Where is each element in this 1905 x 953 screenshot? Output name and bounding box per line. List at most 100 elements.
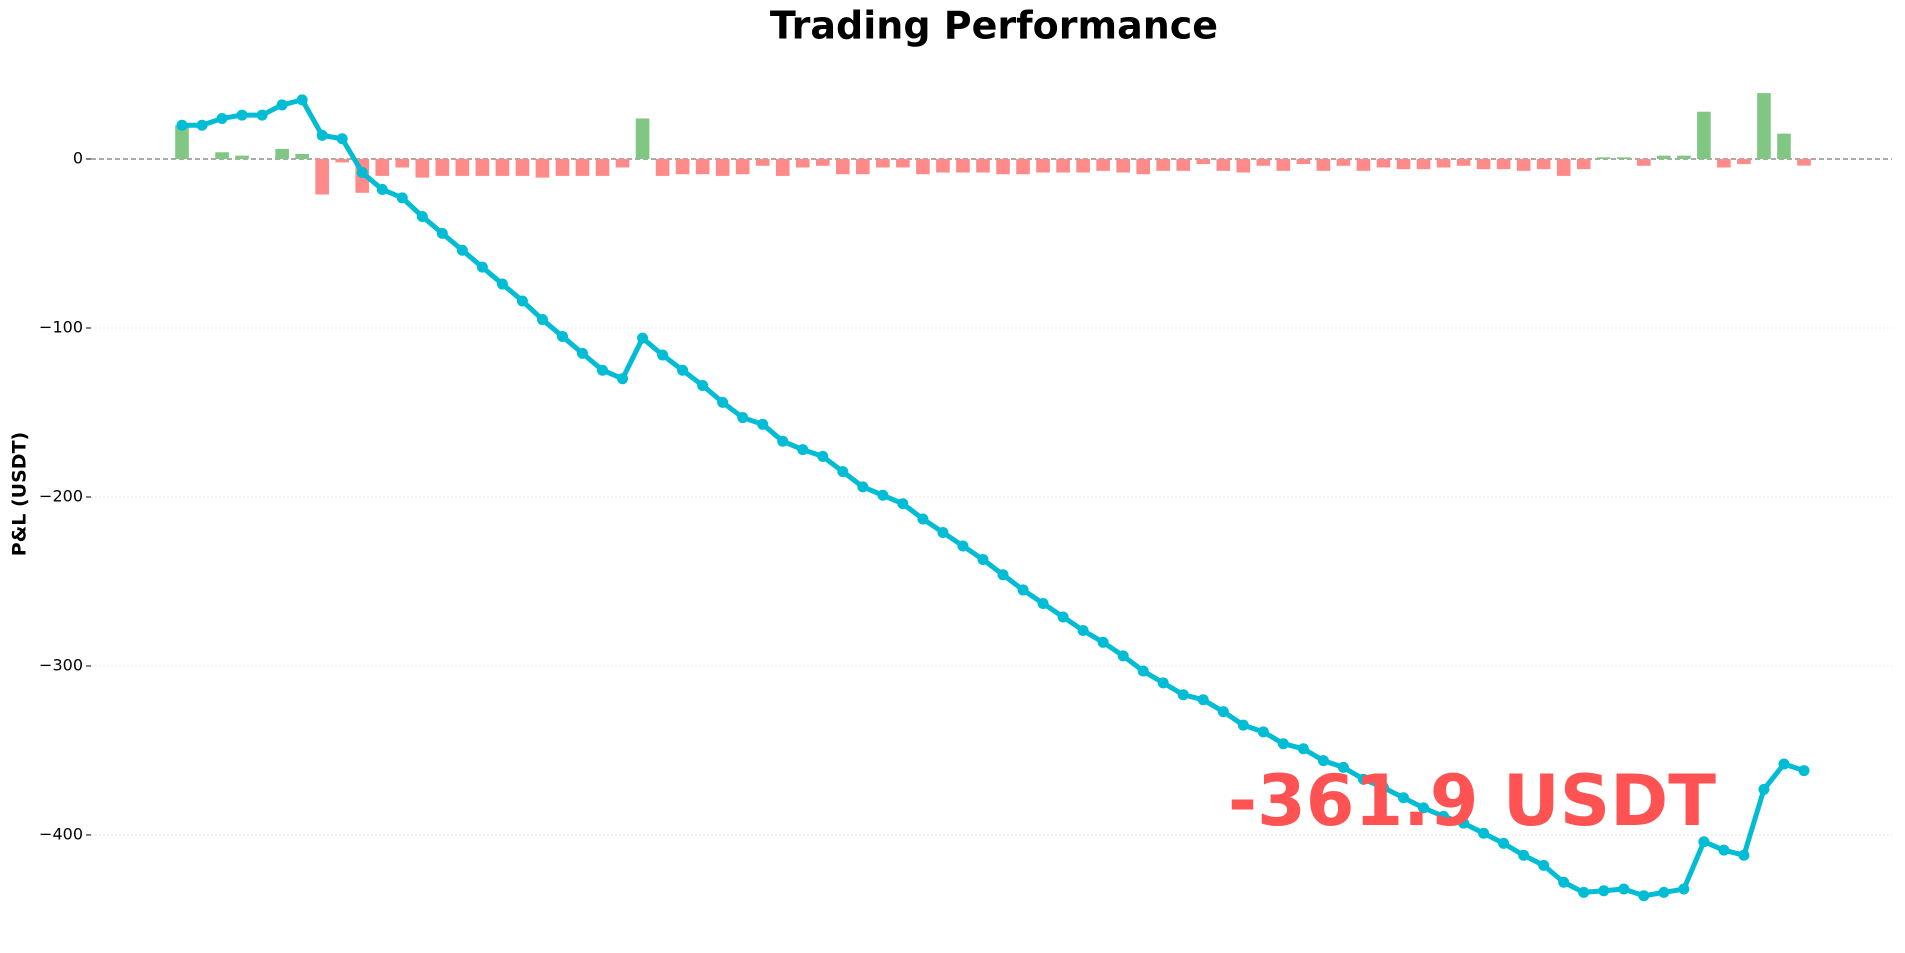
bar (655, 159, 670, 176)
bar (1356, 159, 1371, 171)
line-marker (677, 364, 689, 376)
line-marker (717, 396, 729, 408)
line-marker (737, 412, 749, 424)
line-marker (556, 330, 568, 342)
bar (1216, 159, 1231, 171)
bar (1336, 159, 1351, 166)
bar (575, 159, 590, 176)
bar (455, 159, 470, 176)
bar (1616, 157, 1631, 160)
line-marker (1758, 783, 1770, 795)
line-marker (396, 192, 408, 204)
bar (956, 159, 970, 173)
bar-series (175, 93, 1811, 195)
line-series (176, 94, 1810, 902)
bar (1576, 159, 1591, 170)
line-marker (1678, 883, 1690, 895)
line-marker (176, 119, 188, 131)
bar (976, 159, 990, 173)
y-tick-label: −400 (39, 824, 83, 843)
bar (815, 159, 830, 166)
bar (1636, 159, 1651, 166)
line-marker (1738, 849, 1750, 861)
line-marker (416, 210, 428, 222)
bar (1757, 93, 1771, 160)
line-marker (376, 183, 388, 195)
line-marker (817, 450, 829, 462)
line-marker (997, 569, 1009, 581)
line-marker (476, 261, 488, 273)
bar (1436, 159, 1451, 168)
line-marker (977, 554, 989, 566)
line-marker (236, 109, 248, 121)
bar (1296, 159, 1311, 165)
bar (1737, 159, 1751, 165)
bar (1496, 159, 1511, 170)
line-marker (697, 379, 709, 391)
line-marker (1558, 876, 1570, 888)
line-marker (1337, 761, 1349, 773)
line-marker (1197, 694, 1209, 706)
line-marker (597, 364, 609, 376)
bar (836, 159, 850, 175)
line-marker (1778, 758, 1790, 770)
line-marker (536, 314, 548, 326)
line-marker (1157, 677, 1169, 689)
bar (1476, 159, 1491, 170)
bar (1136, 159, 1150, 175)
line-marker (1277, 738, 1289, 750)
line-marker (857, 481, 869, 493)
y-tick-label: 0 (73, 149, 83, 168)
bar (1176, 159, 1191, 171)
line-marker (617, 373, 629, 385)
y-tick-label: −200 (39, 486, 83, 505)
bar (876, 159, 890, 168)
bar (1236, 159, 1251, 173)
pnl-annotation: -361.9 USDT (1228, 760, 1716, 842)
bar (1456, 159, 1471, 166)
line-marker (757, 418, 769, 430)
line-marker (316, 129, 328, 141)
line-marker (276, 99, 288, 111)
bar (1797, 159, 1811, 166)
line-marker (1698, 836, 1710, 848)
bar (996, 159, 1010, 175)
line-marker (1317, 755, 1329, 767)
bar (1777, 133, 1791, 160)
line-marker (1237, 719, 1249, 731)
line-marker (957, 540, 969, 552)
line-marker (1257, 726, 1269, 738)
bar (1256, 159, 1271, 166)
bar (1196, 159, 1211, 165)
bar (1276, 159, 1291, 171)
chart-title: Trading Performance (770, 4, 1218, 48)
bar (1556, 159, 1571, 176)
y-tick-label: −100 (39, 317, 83, 336)
bar (1677, 155, 1691, 160)
bar (555, 159, 570, 176)
bar (775, 159, 790, 176)
line-marker (456, 244, 468, 256)
line-marker (777, 435, 789, 447)
line-marker (837, 466, 849, 478)
line-marker (1077, 624, 1089, 636)
line-marker (937, 526, 949, 538)
line-marker (1638, 890, 1650, 902)
line-marker (637, 332, 649, 344)
bar (1156, 159, 1171, 171)
bar (675, 159, 690, 175)
bar (1076, 159, 1090, 173)
line-marker (1478, 827, 1490, 839)
line-marker (576, 347, 588, 359)
bar (735, 159, 750, 175)
bar (235, 155, 249, 160)
bar (1717, 159, 1731, 168)
bar (615, 159, 630, 168)
grid (91, 158, 1892, 836)
line-marker (1177, 689, 1189, 701)
bar (896, 159, 910, 168)
bar (475, 159, 490, 176)
line-marker (1357, 773, 1369, 785)
